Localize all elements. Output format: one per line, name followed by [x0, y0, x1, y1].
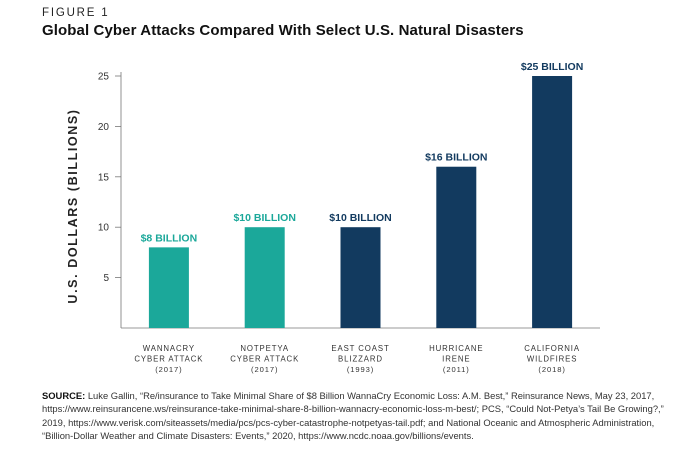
data-label: $25 BILLION	[521, 61, 583, 73]
x-category-label: CYBER ATTACK	[230, 355, 299, 364]
data-label: $10 BILLION	[329, 212, 391, 224]
bar	[340, 227, 381, 328]
y-tick-label: 5	[103, 273, 109, 284]
x-category-label: (2011)	[443, 365, 470, 374]
bar	[436, 166, 477, 328]
y-tick-label: 15	[98, 172, 110, 183]
bar-chart: 5 10 15 20 25 U.S. DOLLARS (BILLIONS) $8 BILLI…	[66, 61, 600, 374]
source-note: SOURCE: Luke Gallin, “Re/insurance to Ta…	[42, 389, 670, 442]
x-category-label: (2017)	[155, 365, 182, 374]
data-label: $10 BILLION	[233, 212, 295, 224]
chart-title: Global Cyber Attacks Compared With Selec…	[42, 22, 524, 39]
bar	[148, 247, 189, 328]
data-label: $16 BILLION	[425, 152, 487, 164]
x-category-label: NOTPETYA	[240, 344, 289, 353]
x-category-label: BLIZZARD	[338, 355, 383, 364]
y-tick-label: 25	[98, 72, 110, 83]
x-category-label: IRENE	[442, 355, 470, 364]
x-category-label: CALIFORNIA	[524, 344, 580, 353]
figure-label: FIGURE 1	[42, 7, 110, 19]
bar	[532, 76, 573, 328]
source-label: SOURCE:	[42, 390, 86, 401]
x-category-label: (1993)	[347, 365, 374, 374]
x-category-label: EAST COAST	[331, 344, 389, 353]
data-label: $8 BILLION	[141, 232, 198, 244]
x-category-label: (2017)	[251, 365, 278, 374]
bar	[244, 227, 285, 328]
x-category-label: CYBER ATTACK	[134, 355, 203, 364]
y-tick-label: 20	[98, 122, 110, 133]
x-category-label: (2018)	[538, 365, 565, 374]
y-axis-title: U.S. DOLLARS (BILLIONS)	[66, 108, 80, 303]
x-category-label: HURRICANE	[429, 344, 483, 353]
y-tick-label: 10	[98, 223, 110, 234]
source-text: Luke Gallin, “Re/insurance to Take Minim…	[42, 390, 664, 441]
x-category-label: WANNACRY	[143, 344, 195, 353]
x-category-label: WILDFIRES	[527, 355, 578, 364]
